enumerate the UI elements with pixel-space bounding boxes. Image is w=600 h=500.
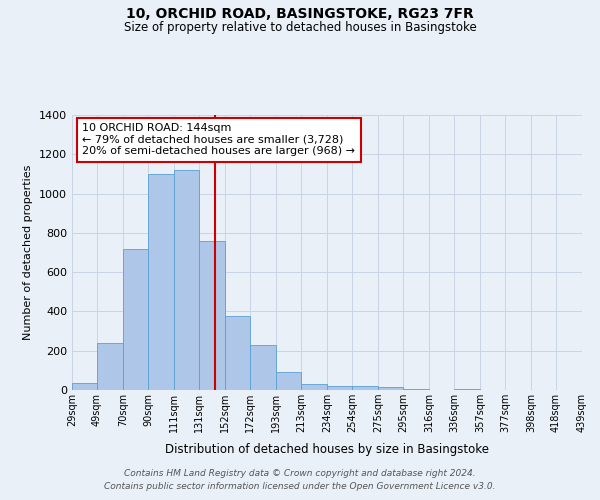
Bar	[276, 372, 301, 390]
Bar	[97, 343, 123, 390]
Bar	[352, 386, 378, 390]
Bar	[250, 345, 276, 390]
Bar	[174, 170, 199, 390]
Text: Distribution of detached houses by size in Basingstoke: Distribution of detached houses by size …	[165, 442, 489, 456]
Y-axis label: Number of detached properties: Number of detached properties	[23, 165, 34, 340]
Bar	[199, 240, 225, 390]
Text: 10, ORCHID ROAD, BASINGSTOKE, RG23 7FR: 10, ORCHID ROAD, BASINGSTOKE, RG23 7FR	[126, 8, 474, 22]
Bar	[403, 389, 429, 390]
Bar	[225, 316, 250, 390]
Bar	[454, 389, 480, 390]
Bar	[327, 386, 352, 390]
Text: Contains HM Land Registry data © Crown copyright and database right 2024.: Contains HM Land Registry data © Crown c…	[124, 468, 476, 477]
Bar	[378, 387, 403, 390]
Bar	[148, 174, 174, 390]
Text: 10 ORCHID ROAD: 144sqm
← 79% of detached houses are smaller (3,728)
20% of semi-: 10 ORCHID ROAD: 144sqm ← 79% of detached…	[82, 123, 355, 156]
Text: Size of property relative to detached houses in Basingstoke: Size of property relative to detached ho…	[124, 21, 476, 34]
Text: Contains public sector information licensed under the Open Government Licence v3: Contains public sector information licen…	[104, 482, 496, 491]
Bar	[72, 383, 97, 390]
Bar	[301, 384, 327, 390]
Bar	[123, 248, 148, 390]
